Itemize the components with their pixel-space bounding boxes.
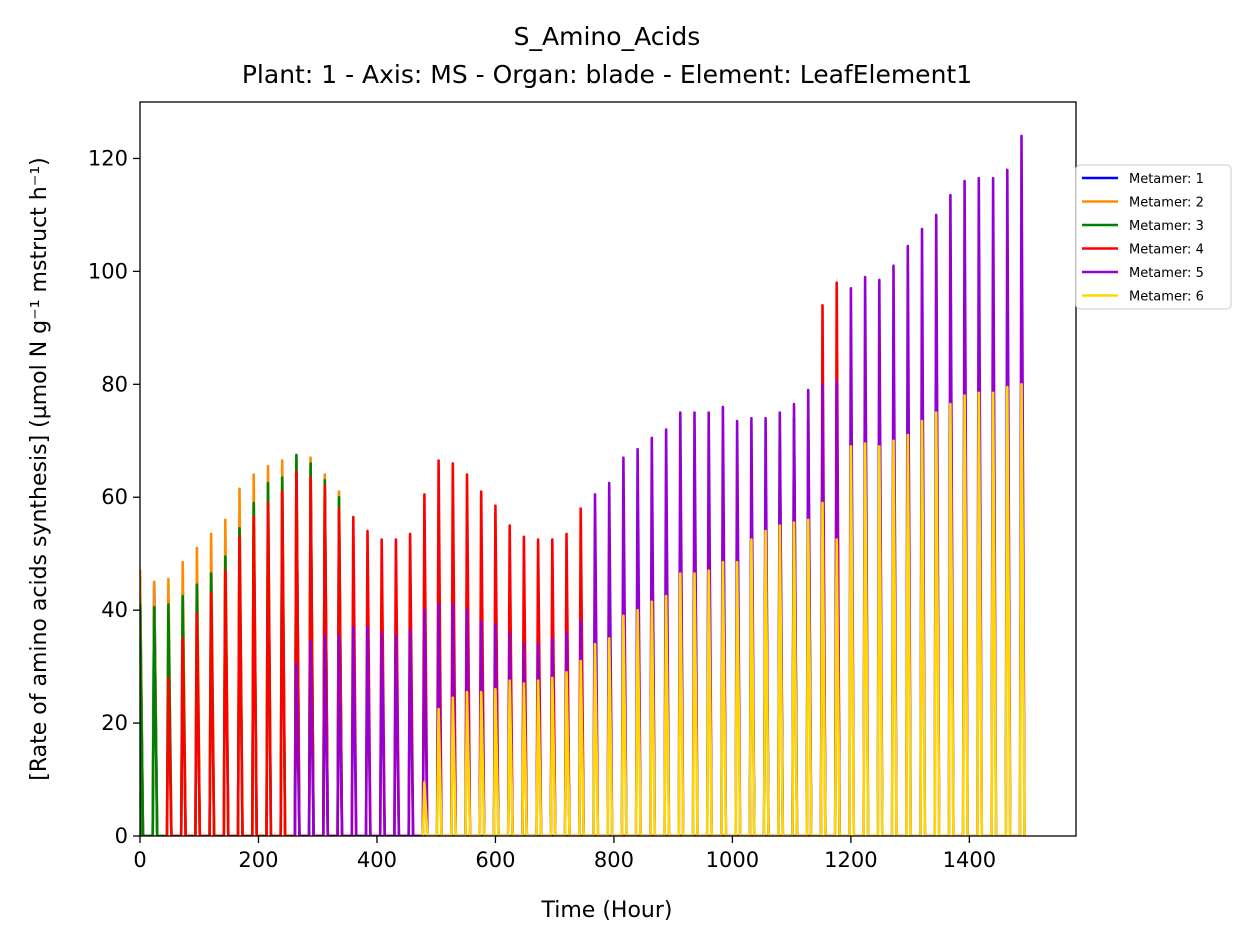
series-line-metamer-4 [165,281,841,836]
y-tick-label: 100 [88,259,128,283]
legend-label: Metamer: 2 [1129,196,1204,211]
series-line-metamer-5 [293,134,1026,836]
y-tick-label: 120 [88,146,128,170]
x-axis-label: Time (Hour) [541,898,673,923]
x-tick-label: 600 [475,848,515,872]
series-layer [140,134,1026,836]
series-line-metamer-6 [421,383,1026,836]
chart-subtitle: Plant: 1 - Axis: MS - Organ: blade - Ele… [242,60,972,89]
x-tick-label: 0 [133,848,146,872]
y-axis: 0 20 40 60 80 100 120 [88,146,140,848]
x-tick-label: 400 [357,848,397,872]
legend-label: Metamer: 3 [1129,219,1204,234]
y-tick-label: 80 [101,372,128,396]
chart-title: S_Amino_Acids [514,22,701,51]
x-tick-label: 1200 [824,848,877,872]
legend-label: Metamer: 1 [1129,172,1204,187]
y-tick-label: 20 [101,711,128,735]
y-tick-label: 60 [101,485,128,509]
x-tick-label: 1400 [943,848,996,872]
legend-label: Metamer: 6 [1129,290,1204,305]
y-tick-label: 0 [115,824,128,848]
plot-frame [139,101,1077,837]
x-tick-label: 800 [594,848,634,872]
y-tick-label: 40 [101,598,128,622]
x-tick-label: 200 [238,848,278,872]
y-axis-label: [Rate of amino acids synthesis] (µmol N … [27,157,52,781]
legend-label: Metamer: 5 [1129,266,1204,281]
x-axis: 0 200 400 600 800 1000 1200 1400 [133,836,996,872]
x-tick-label: 1000 [706,848,759,872]
legend-label: Metamer: 4 [1129,243,1204,258]
legend: Metamer: 1 Metamer: 2 Metamer: 3 Metamer: 4… [1075,164,1232,310]
